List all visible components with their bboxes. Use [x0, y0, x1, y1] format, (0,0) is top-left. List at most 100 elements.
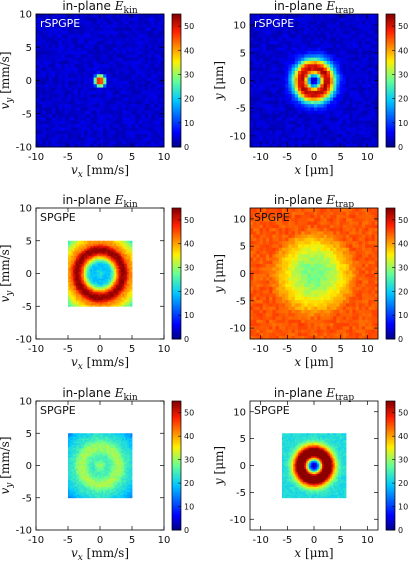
heatmap-cell [119, 244, 122, 247]
heatmap-cell [352, 67, 356, 71]
heatmap-cell [304, 130, 308, 135]
heatmap-cell [79, 244, 82, 247]
heatmap-cell [317, 83, 321, 88]
heatmap-cell [90, 271, 93, 274]
heatmap-cell [128, 120, 133, 125]
heatmap-cell [103, 299, 106, 302]
heatmap-cell [148, 50, 152, 55]
heatmap-cell [116, 288, 118, 291]
heatmap-cell [314, 80, 318, 85]
heatmap-cell [122, 240, 125, 243]
heatmap-cell [116, 252, 118, 255]
heatmap-cell [74, 90, 78, 95]
heatmap-cell [310, 63, 315, 68]
heatmap-cell [253, 113, 257, 118]
heatmap-cell [82, 299, 85, 302]
heatmap-cell [365, 110, 369, 115]
heatmap-cell [362, 103, 366, 108]
heatmap-cell [368, 77, 372, 81]
heatmap-cell [90, 20, 94, 25]
heatmap-cell [98, 304, 101, 307]
heatmap-cell [74, 301, 77, 304]
heatmap-cell [119, 253, 122, 256]
heatmap-cell [358, 140, 363, 145]
heatmap-cell [82, 268, 85, 271]
heatmap-cell [112, 260, 115, 263]
heatmap-cell [269, 73, 273, 78]
heatmap-cell [320, 57, 324, 61]
heatmap-cell [374, 100, 379, 105]
heatmap-cell [148, 27, 152, 32]
heatmap-cell [106, 280, 109, 283]
heatmap-cell [90, 117, 94, 121]
heatmap-cell [154, 120, 158, 125]
heatmap-cell [82, 293, 85, 296]
heatmap-cell [132, 113, 136, 118]
heatmap-cell [85, 252, 88, 255]
heatmap-cell [285, 67, 289, 71]
heatmap-cell [125, 117, 130, 121]
heatmap-cell [84, 137, 88, 141]
heatmap-cell [148, 93, 152, 98]
heatmap-cell [125, 133, 130, 138]
heatmap-cell [288, 43, 292, 48]
heatmap-cell [125, 83, 130, 88]
colorbar-tick-label: 20 [184, 95, 194, 104]
heatmap-cell [77, 284, 80, 287]
heatmap-cell [127, 294, 130, 297]
heatmap-cell [272, 67, 276, 71]
heatmap-cell [119, 110, 123, 115]
heatmap-cell [36, 130, 40, 135]
heatmap-cell [103, 301, 106, 304]
heatmap-cell [79, 247, 82, 250]
heatmap-cell [326, 80, 331, 85]
heatmap-cell [339, 23, 344, 28]
heatmap-cell [93, 266, 96, 269]
heatmap-cell [317, 100, 321, 105]
heatmap-cell [71, 275, 74, 278]
heatmap-cell [288, 100, 292, 105]
heatmap-cell [100, 298, 102, 301]
heatmap-cell [122, 110, 126, 115]
heatmap-cell [368, 43, 372, 48]
heatmap-cell [144, 33, 149, 38]
heatmap-cell [259, 20, 264, 25]
colorbar-swatch [386, 73, 395, 77]
heatmap-cell [103, 40, 107, 45]
heatmap-cell [157, 70, 162, 75]
heatmap-cell [298, 90, 302, 95]
heatmap-cell [314, 33, 318, 38]
heatmap-cell [330, 137, 334, 141]
heatmap-cell [122, 257, 125, 260]
heatmap-cell [330, 127, 334, 131]
heatmap-cell [342, 50, 347, 55]
heatmap-cell [124, 291, 126, 294]
heatmap-cell [250, 97, 254, 101]
colorbar-swatch [172, 76, 181, 79]
heatmap-cell [371, 43, 376, 48]
heatmap-cell [72, 247, 75, 250]
heatmap-cell [127, 289, 130, 292]
heatmap-cell [355, 93, 360, 98]
heatmap-cell [148, 120, 152, 125]
heatmap-cell [112, 67, 117, 71]
heatmap-cell [100, 107, 104, 111]
heatmap-cell [39, 130, 43, 135]
heatmap-cell [71, 291, 74, 294]
heatmap-cell [106, 83, 110, 88]
heatmap-cell [250, 123, 254, 128]
heatmap-cell [74, 123, 78, 128]
heatmap-cell [371, 20, 376, 25]
heatmap-cell [52, 120, 56, 125]
heatmap-cell [101, 265, 104, 268]
heatmap-cell [64, 103, 69, 108]
heatmap-cell [365, 90, 369, 95]
heatmap-cell [358, 47, 363, 51]
heatmap-cell [106, 137, 110, 141]
heatmap-cell [93, 43, 98, 48]
heatmap-cell [122, 253, 125, 256]
heatmap-cell [93, 250, 96, 253]
heatmap-cell [330, 133, 334, 138]
heatmap-cell [127, 286, 130, 289]
heatmap-cell [275, 14, 280, 18]
